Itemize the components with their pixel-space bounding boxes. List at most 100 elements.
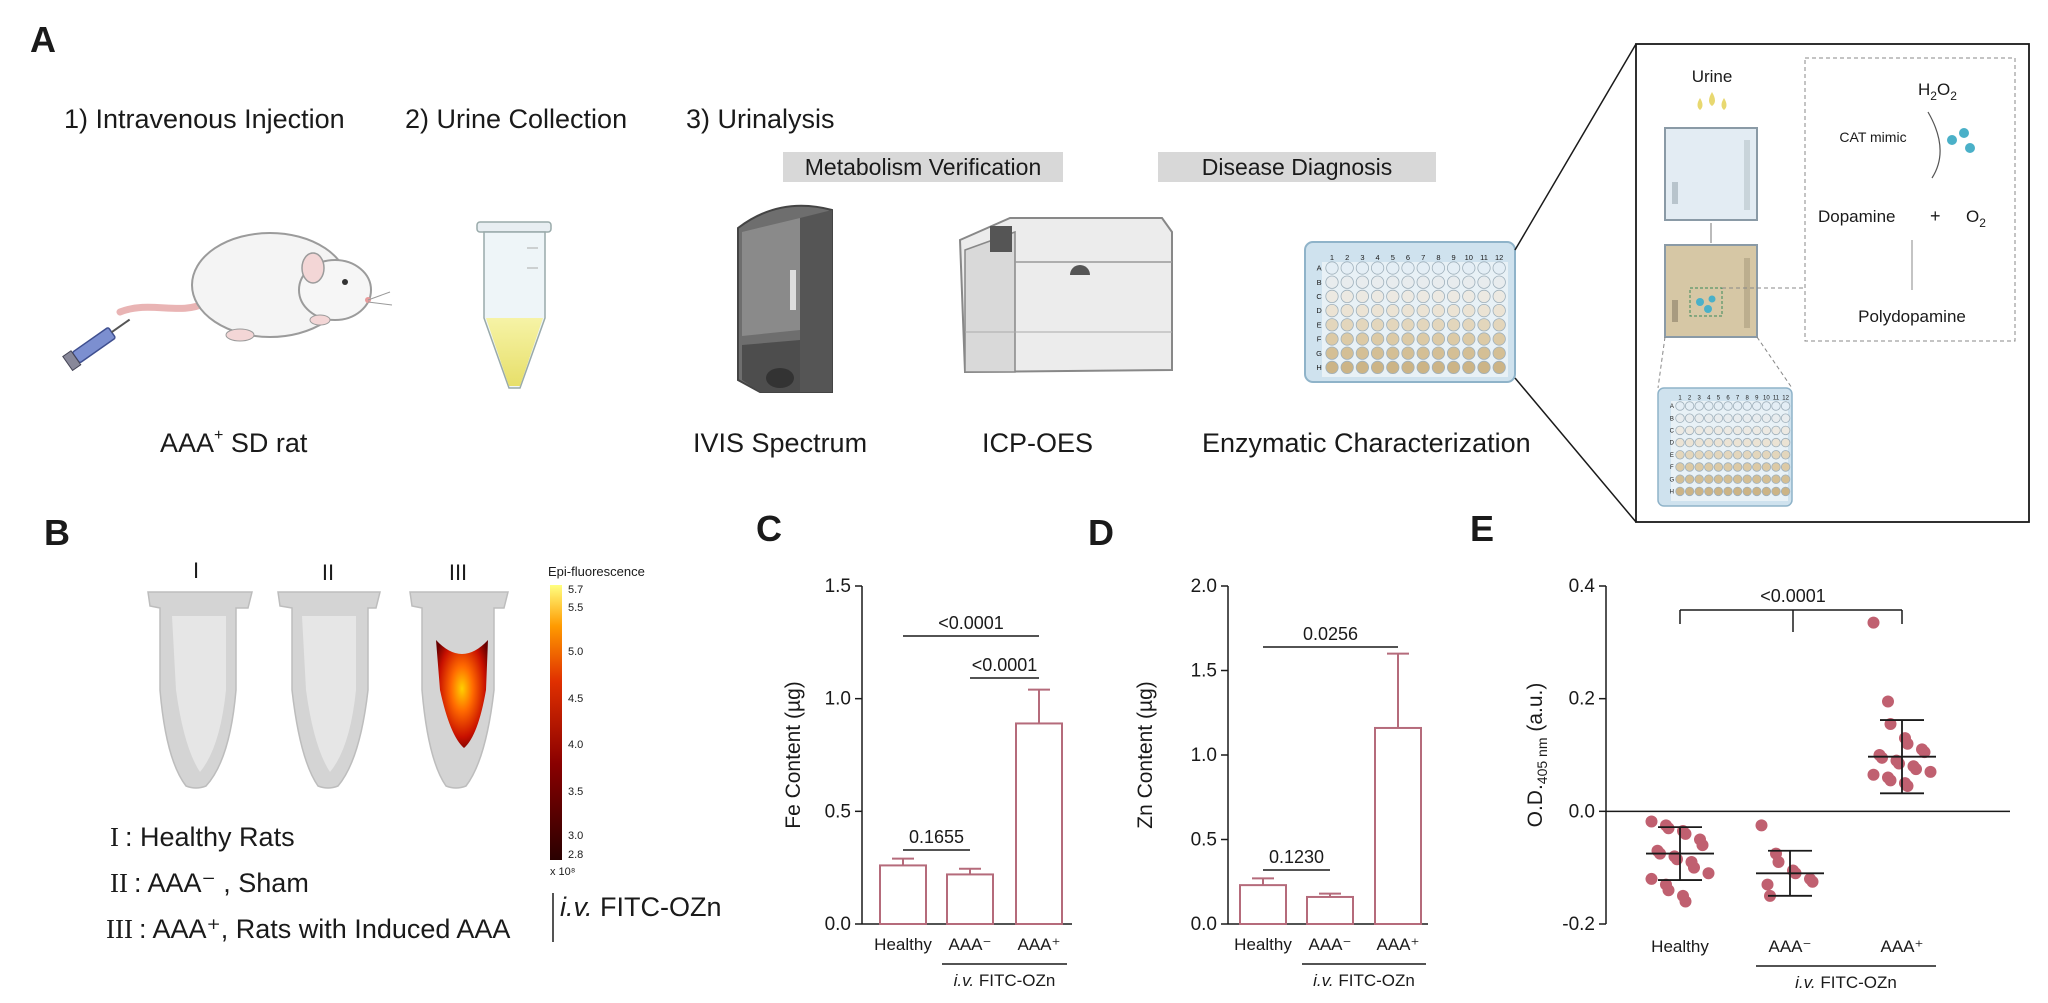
plate-well (1386, 318, 1400, 332)
tube-healthy (147, 591, 253, 789)
plate-well (1371, 275, 1385, 289)
plate-well (1713, 450, 1724, 460)
iv-label: i.v. FITC-OZn (560, 892, 722, 922)
scale-unit: x 10⁸ (550, 866, 575, 878)
plate-well (1780, 474, 1791, 484)
data-point (1882, 695, 1894, 708)
p-value-label: 0.0256 (1303, 624, 1358, 644)
plate-well (1416, 303, 1430, 318)
banner-metabolism (783, 152, 1063, 182)
plate-well (1713, 413, 1724, 423)
plate-well (1462, 346, 1476, 360)
plate-row-label: A (1317, 264, 1322, 273)
heat-scale-ticks: 5.7 5.5 5.0 4.5 4.0 3.5 3.0 2.8 x 10⁸ (550, 584, 583, 878)
plate-well (1771, 474, 1781, 484)
y-tick-label: 1.5 (1191, 661, 1217, 682)
beaker-stained-illustration (1664, 244, 1758, 338)
plate-row-label: E (1670, 453, 1674, 459)
plate-well (1447, 275, 1461, 289)
plate-well (1742, 401, 1752, 411)
plate-well (1371, 261, 1385, 275)
plate-well (1732, 474, 1743, 484)
plate-well (1447, 261, 1461, 275)
data-point (1645, 872, 1658, 885)
plate-well (1713, 462, 1724, 472)
plate-well (1416, 318, 1430, 332)
group-label: i.v. FITC-OZn (954, 971, 1056, 990)
plate-well (1355, 289, 1370, 303)
plate-well (1771, 486, 1781, 497)
plate-well (1492, 275, 1506, 289)
plate-well (1416, 346, 1430, 360)
rat-caption: AAA+ SD rat (160, 427, 308, 458)
plate-well (1431, 289, 1446, 303)
plate-well (1355, 346, 1370, 360)
plate-well (1684, 486, 1695, 497)
plate-well (1742, 413, 1752, 423)
y-tick-label: 2.0 (1191, 576, 1217, 597)
chart-e: -0.2 0.0 0.2 0.4 O.D.405 nm (a.u.) Healthy AAA… (1524, 576, 2010, 992)
data-point (1662, 884, 1675, 897)
plate-well (1761, 425, 1772, 436)
scale-tick: 5.0 (568, 646, 583, 658)
plate-well (1675, 450, 1685, 460)
plate-col-label: 5 (1391, 253, 1395, 262)
plate-well (1704, 450, 1714, 460)
plate-well (1713, 401, 1724, 411)
plate-well (1780, 450, 1791, 460)
plate-well (1761, 401, 1772, 411)
plate-well (1694, 437, 1704, 448)
plate-well (1742, 450, 1752, 460)
tube-aaa (409, 591, 509, 789)
chart-c: 0.0 0.5 1.0 1.5 Fe Content (µg) Healthy AAA⁻ AA… (782, 576, 1072, 990)
plate-well (1752, 486, 1762, 497)
plate-well (1732, 486, 1743, 497)
plate-well (1723, 413, 1733, 423)
panel-c-label: C (756, 508, 782, 549)
plate-col-label: 3 (1360, 253, 1364, 262)
ivis-caption: IVIS Spectrum (693, 428, 867, 458)
plate-well (1477, 275, 1491, 289)
data-point (1702, 867, 1715, 880)
panel-a-label: A (30, 19, 56, 60)
plate-well (1742, 474, 1752, 484)
x-tick-label: AAA⁻ (1769, 937, 1812, 956)
plate-well (1340, 275, 1354, 289)
plate-well (1431, 261, 1446, 275)
data-point (1901, 737, 1914, 750)
plate-well (1386, 346, 1400, 360)
plate-well (1771, 401, 1781, 411)
plate-col-label: 4 (1707, 395, 1711, 401)
plate-well (1704, 437, 1714, 448)
plate-well (1684, 425, 1695, 436)
plate-well (1694, 474, 1704, 484)
plate-well (1684, 413, 1695, 423)
y-tick-label: 0.4 (1569, 576, 1596, 597)
beaker-clear-illustration (1664, 127, 1758, 221)
bar (879, 864, 927, 925)
panel-d-label: D (1088, 512, 1114, 553)
plate-well (1675, 474, 1685, 484)
p-value-label: 0.1655 (909, 827, 964, 847)
plate-col-label: 12 (1782, 395, 1789, 401)
plate-well (1732, 437, 1743, 448)
plate-well (1447, 289, 1461, 303)
plate-row-label: H (1670, 490, 1674, 496)
plate-well (1325, 303, 1339, 318)
plate-well (1771, 450, 1781, 460)
plate-well (1771, 462, 1781, 472)
data-point (1884, 718, 1897, 731)
scale-tick: 4.5 (568, 693, 583, 705)
plate-well (1492, 261, 1506, 275)
plate-col-label: 9 (1452, 253, 1456, 262)
x-tick-label: AAA⁻ (1309, 935, 1352, 954)
plate-col-label: 2 (1688, 395, 1692, 401)
data-point (1867, 616, 1880, 629)
y-tick-label: 0.5 (1191, 830, 1217, 851)
panel-e-label: E (1470, 508, 1494, 549)
o2-label: O2 (1966, 207, 1986, 230)
scale-tick: 3.5 (568, 786, 583, 798)
syringe-icon (62, 318, 131, 372)
nanozyme-dots-icon (1947, 128, 1975, 153)
legend-item-aaa: III: AAA⁺, Rats with Induced AAA (106, 914, 510, 944)
